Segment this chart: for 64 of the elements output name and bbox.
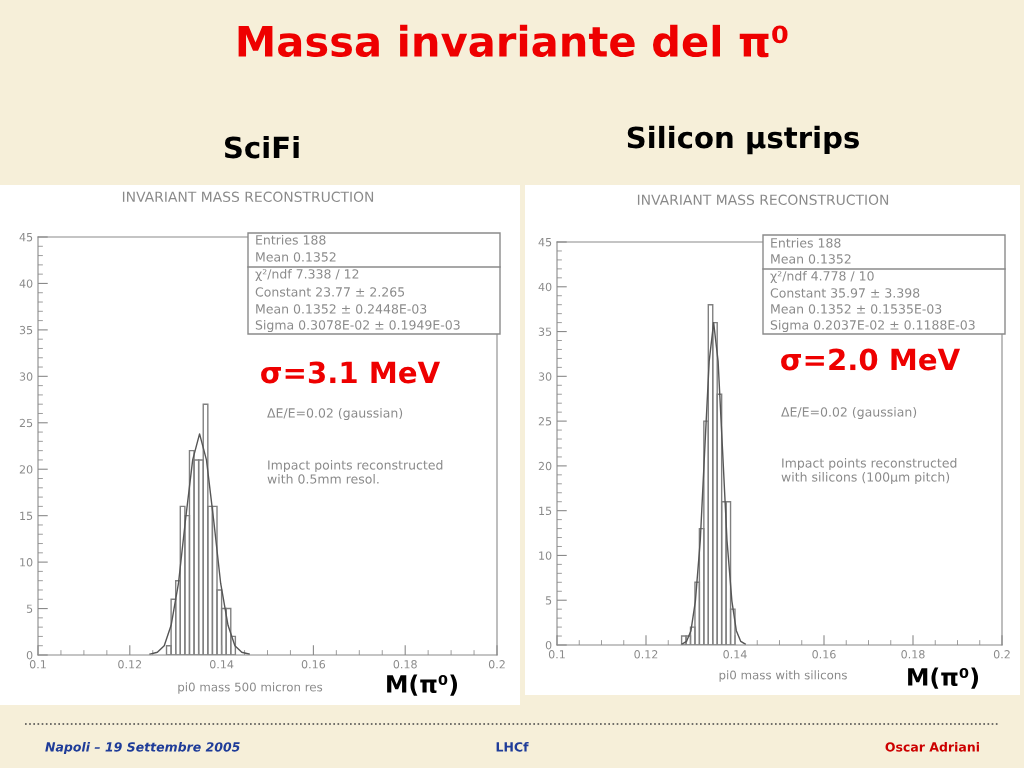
line-series xyxy=(149,433,250,655)
annotation: ΔE/E=0.02 (gaussian) xyxy=(267,407,403,421)
y-tick-label: 20 xyxy=(538,461,552,471)
y-tick-label: 35 xyxy=(538,327,552,336)
chart-subtitle: Silicon μstrips xyxy=(627,125,859,155)
y-tick-label: 15 xyxy=(20,511,33,521)
annotation: Impact points reconstructed with 0.5mm resol. xyxy=(267,460,443,484)
annotation: χ²/ndf 4.778 / 10 xyxy=(770,270,874,284)
chart-title: INVARIANT MASS RECONSTRUCTION xyxy=(122,191,374,203)
annotation: Constant 23.77 ± 2.265 xyxy=(255,287,405,297)
text: Oscar Adriani xyxy=(885,741,979,752)
y-tick-label: 30 xyxy=(538,372,552,381)
y-tick-label: 30 xyxy=(19,372,33,381)
y-tick-label: 40 xyxy=(538,282,552,292)
x-tick-label: 0.12 xyxy=(118,660,142,669)
x-tick-label: 0.1 xyxy=(29,660,46,669)
x-axis-title: pi0 mass with silicons xyxy=(719,670,847,682)
y-tick-label: 35 xyxy=(19,325,33,335)
text: M(π⁰) xyxy=(908,667,979,689)
x-tick-label: 0.2 xyxy=(993,650,1010,659)
y-tick-label: 45 xyxy=(19,233,33,242)
text: Massa invariante del π⁰ xyxy=(238,24,788,58)
y-tick-label: 40 xyxy=(19,279,33,288)
annotation: Entries 188 xyxy=(256,234,326,245)
annotation: Constant 35.97 ± 3.398 xyxy=(770,288,920,298)
text: LHCf xyxy=(496,741,529,752)
y-tick-label: 0 xyxy=(545,640,552,650)
x-tick-label: 0.16 xyxy=(301,660,326,669)
annotation: σ=3.1 MeV xyxy=(261,361,441,384)
x-tick-label: 0.18 xyxy=(393,660,417,669)
y-tick-label: 25 xyxy=(538,417,552,426)
y-tick-label: 20 xyxy=(19,465,33,474)
text: Napoli – 19 Settembre 2005 xyxy=(45,741,240,755)
annotation: Sigma 0.2037E-02 ± 0.1188E-03 xyxy=(770,319,975,333)
annotation: Entries 188 xyxy=(771,237,841,248)
x-axis-title: pi0 mass 500 micron res xyxy=(178,682,323,694)
x-tick-label: 0.16 xyxy=(812,650,836,659)
y-tick-label: 45 xyxy=(538,238,552,247)
annotation: Mean 0.1352 ± 0.2448E-03 xyxy=(256,304,427,314)
annotation: χ²/ndf 7.338 / 12 xyxy=(255,268,359,282)
line-series xyxy=(681,321,746,645)
annotation: Impact points reconstructed with silicons (100μm pitch) xyxy=(781,458,957,485)
chart-subtitle: SciFi xyxy=(224,135,299,159)
x-tick-label: 0.14 xyxy=(723,650,747,659)
y-tick-label: 25 xyxy=(19,418,33,428)
x-tick-label: 0.1 xyxy=(548,650,565,659)
y-tick-label: 5 xyxy=(26,604,33,613)
x-tick-label: 0.12 xyxy=(634,650,658,659)
annotation: ΔE/E=0.02 (gaussian) xyxy=(781,406,917,420)
x-tick-label: 0.14 xyxy=(209,660,234,669)
y-tick-label: 15 xyxy=(539,506,552,516)
annotation: Mean 0.1352 xyxy=(771,254,851,264)
y-tick-label: 0 xyxy=(26,650,33,660)
annotation: σ=2.0 MeV xyxy=(781,348,961,371)
chart-title: INVARIANT MASS RECONSTRUCTION xyxy=(637,194,889,206)
y-tick-label: 10 xyxy=(539,551,552,560)
text: M(π⁰) xyxy=(387,674,458,696)
x-tick-label: 0.2 xyxy=(488,660,505,669)
annotation: Mean 0.1352 ± 0.1535E-03 xyxy=(771,304,942,314)
y-tick-label: 5 xyxy=(545,596,552,605)
annotation: Mean 0.1352 xyxy=(256,252,336,262)
x-tick-label: 0.18 xyxy=(901,650,925,659)
annotation: Sigma 0.3078E-02 ± 0.1949E-03 xyxy=(255,319,460,333)
y-tick-label: 10 xyxy=(20,558,33,567)
